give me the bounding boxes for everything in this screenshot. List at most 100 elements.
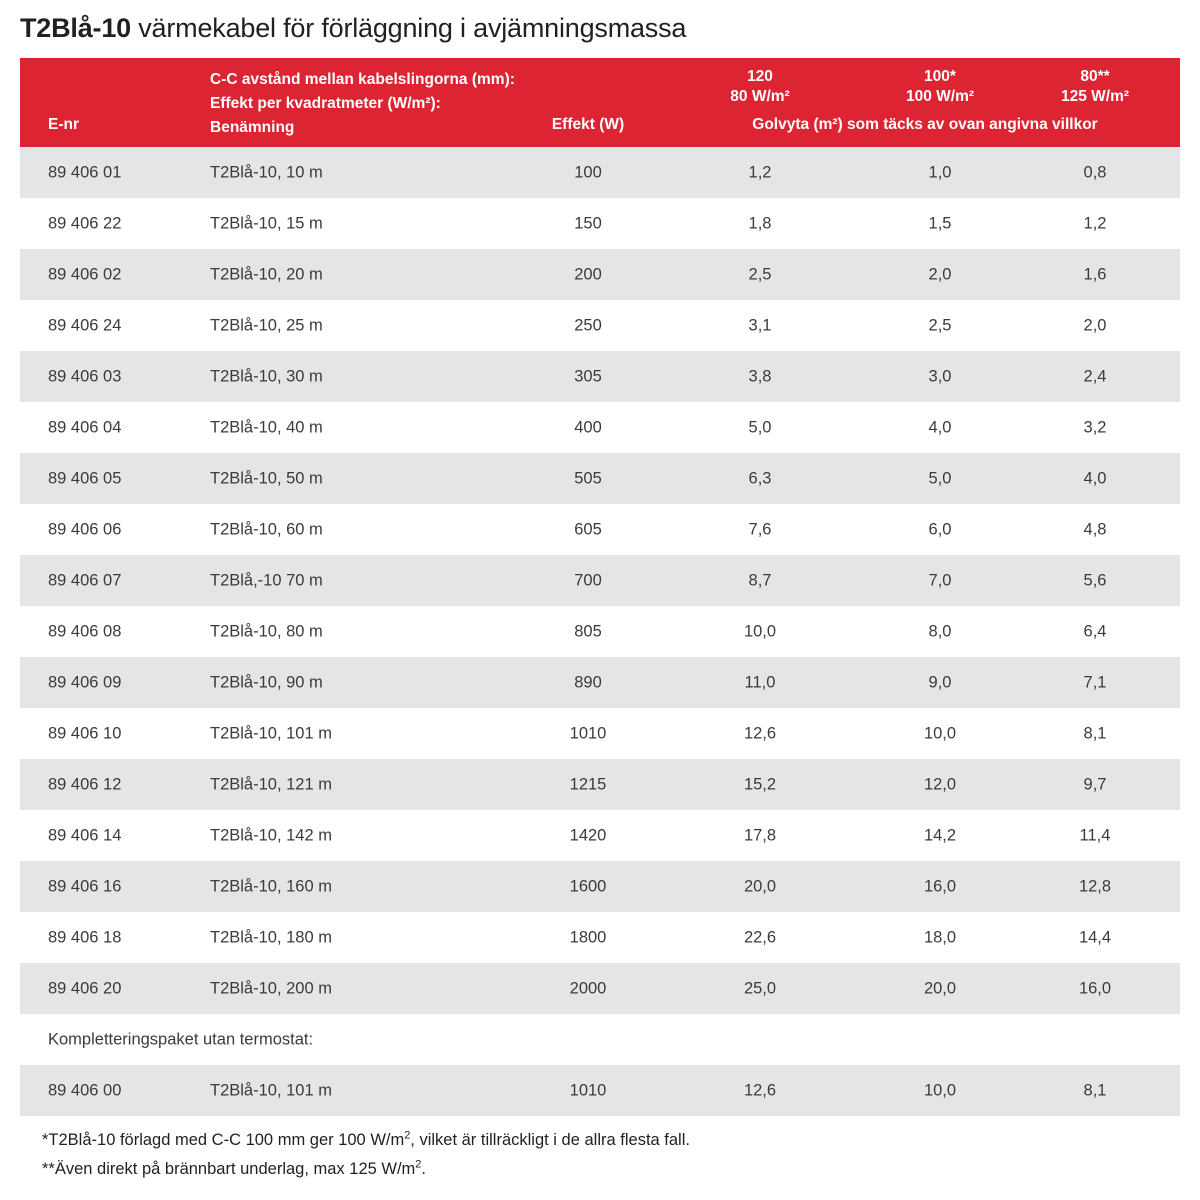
cell-benamning: T2Blå-10, 40 m	[210, 418, 323, 436]
table-row: 89 406 16 T2Blå-10, 160 m 1600 20,0 16,0 12,8	[20, 861, 1180, 912]
footnote-two: **Även direkt på brännbart underlag, max…	[42, 1155, 690, 1184]
cell-area-120: 8,7	[748, 571, 772, 589]
cell-area-120: 17,8	[743, 826, 777, 844]
cc-120-value: 120	[747, 68, 773, 85]
cell-area-120: 15,2	[743, 775, 777, 793]
footnote-one: *T2Blå-10 förlagd med C-C 100 mm ger 100…	[42, 1126, 690, 1155]
cell-area-80: 14,4	[1078, 928, 1112, 946]
cell-area-100: 18,0	[923, 928, 957, 946]
cell-area-80: 4,0	[1083, 469, 1107, 487]
cell-area-120: 20,0	[743, 877, 777, 895]
cell-e-nr: 89 406 00	[48, 1081, 122, 1099]
cell-e-nr: 89 406 07	[48, 571, 122, 589]
cell-benamning: T2Blå-10, 50 m	[210, 469, 323, 487]
cell-e-nr: 89 406 05	[48, 469, 122, 487]
cell-area-100: 1,0	[928, 163, 952, 181]
cell-area-100: 10,0	[923, 724, 957, 742]
cell-area-120: 3,1	[748, 316, 772, 334]
column-header-benamning-block: C-C avstånd mellan kabelslingorna (mm): …	[210, 68, 515, 140]
footnote-two-text-a: **Även direkt på brännbart underlag, max…	[42, 1160, 416, 1178]
cell-area-80: 16,0	[1078, 979, 1112, 997]
table-header: E-nr C-C avstånd mellan kabelslingorna (…	[20, 58, 1180, 147]
cell-effekt: 305	[574, 367, 602, 385]
table-body: 89 406 01 T2Blå-10, 10 m 100 1,2 1,0 0,8 89 40…	[20, 147, 1180, 1014]
footnote-one-superscript: 2	[404, 1129, 411, 1142]
footnote-two-superscript: 2	[415, 1158, 422, 1171]
specification-table: E-nr C-C avstånd mellan kabelslingorna (…	[20, 58, 1180, 1116]
cell-area-100: 6,0	[928, 520, 952, 538]
header-golvyta-label: Golvyta (m²) som täcks av ovan angivna v…	[752, 116, 1098, 133]
table-row: 89 406 04 T2Blå-10, 40 m 400 5,0 4,0 3,2	[20, 402, 1180, 453]
section-label-row: Kompletteringspaket utan termostat:	[20, 1014, 1180, 1065]
cell-effekt: 400	[574, 418, 602, 436]
cell-benamning: T2Blå,-10 70 m	[210, 571, 323, 589]
cell-area-80: 12,8	[1078, 877, 1112, 895]
table-row: 89 406 14 T2Blå-10, 142 m 1420 17,8 14,2 11,4	[20, 810, 1180, 861]
footnote-one-text-b: , vilket är tillräckligt i de allra fles…	[410, 1131, 690, 1149]
cc-120-power: 80 W/m²	[730, 88, 790, 105]
cell-area-80: 5,6	[1083, 571, 1107, 589]
cell-effekt: 805	[574, 622, 602, 640]
cell-e-nr: 89 406 20	[48, 979, 122, 997]
cell-area-120: 2,5	[748, 265, 772, 283]
cell-e-nr: 89 406 16	[48, 877, 122, 895]
cell-area-80: 6,4	[1083, 622, 1107, 640]
page-title: T2Blå-10 värmekabel för förläggning i av…	[20, 12, 686, 45]
header-cc-distance-label: C-C avstånd mellan kabelslingorna (mm):	[210, 71, 515, 88]
footnote-one-text-a: *T2Blå-10 förlagd med C-C 100 mm ger 100…	[42, 1131, 405, 1149]
table-row: 89 406 06 T2Blå-10, 60 m 605 7,6 6,0 4,8	[20, 504, 1180, 555]
table-row: 89 406 07 T2Blå,-10 70 m 700 8,7 7,0 5,6	[20, 555, 1180, 606]
cell-area-120: 22,6	[743, 928, 777, 946]
cell-area-80: 1,6	[1083, 265, 1107, 283]
cell-effekt: 1010	[569, 1081, 607, 1099]
cell-area-100: 12,0	[923, 775, 957, 793]
cell-effekt: 1420	[569, 826, 607, 844]
cell-e-nr: 89 406 04	[48, 418, 122, 436]
table-row: 89 406 20 T2Blå-10, 200 m 2000 25,0 20,0 16,0	[20, 963, 1180, 1014]
cell-e-nr: 89 406 10	[48, 724, 122, 742]
section-label: Kompletteringspaket utan termostat:	[48, 1030, 314, 1048]
table-row: 89 406 00 T2Blå-10, 101 m 1010 12,6 10,0 8,1	[20, 1065, 1180, 1116]
cell-benamning: T2Blå-10, 60 m	[210, 520, 323, 538]
cell-effekt: 605	[574, 520, 602, 538]
cell-e-nr: 89 406 02	[48, 265, 122, 283]
cell-effekt: 200	[574, 265, 602, 283]
cell-area-80: 9,7	[1083, 775, 1107, 793]
cell-benamning: T2Blå-10, 90 m	[210, 673, 323, 691]
cell-area-120: 7,6	[748, 520, 772, 538]
cell-benamning: T2Blå-10, 15 m	[210, 214, 323, 232]
cell-benamning: T2Blå-10, 10 m	[210, 163, 323, 181]
column-header-cc-100: 100* 100 W/m²	[860, 68, 1020, 106]
cell-benamning: T2Blå-10, 142 m	[210, 826, 332, 844]
cc-100-value: 100*	[924, 68, 956, 85]
cell-effekt: 2000	[569, 979, 607, 997]
cell-area-120: 5,0	[748, 418, 772, 436]
table-row: 89 406 10 T2Blå-10, 101 m 1010 12,6 10,0 8,1	[20, 708, 1180, 759]
cell-benamning: T2Blå-10, 80 m	[210, 622, 323, 640]
cell-benamning: T2Blå-10, 160 m	[210, 877, 332, 895]
cell-area-80: 3,2	[1083, 418, 1107, 436]
cell-area-120: 3,8	[748, 367, 772, 385]
cell-area-100: 4,0	[928, 418, 952, 436]
cc-80-power: 125 W/m²	[1060, 88, 1130, 105]
cell-effekt: 1800	[569, 928, 607, 946]
cell-area-80: 8,1	[1083, 724, 1107, 742]
footnote-two-text-b: .	[421, 1160, 426, 1178]
table-body-section: 89 406 00 T2Blå-10, 101 m 1010 12,6 10,0 8,1	[20, 1065, 1180, 1116]
table-row: 89 406 02 T2Blå-10, 20 m 200 2,5 2,0 1,6	[20, 249, 1180, 300]
cell-area-120: 11,0	[744, 673, 776, 691]
cell-area-100: 2,0	[928, 265, 952, 283]
column-header-effekt-w: Effekt (W)	[551, 116, 625, 133]
cell-area-80: 2,4	[1083, 367, 1107, 385]
cell-e-nr: 89 406 09	[48, 673, 122, 691]
cell-area-120: 1,8	[748, 214, 772, 232]
page-title-product: T2Blå-10	[20, 13, 131, 43]
cell-area-100: 10,0	[923, 1081, 957, 1099]
cell-area-80: 0,8	[1083, 163, 1107, 181]
cell-benamning: T2Blå-10, 20 m	[210, 265, 323, 283]
cell-area-80: 2,0	[1083, 316, 1107, 334]
cell-area-80: 11,4	[1079, 826, 1111, 844]
cell-benamning: T2Blå-10, 101 m	[210, 1081, 332, 1099]
page-title-rest: värmekabel för förläggning i avjämningsm…	[130, 13, 687, 43]
column-header-cc-80: 80** 125 W/m²	[1020, 68, 1170, 106]
